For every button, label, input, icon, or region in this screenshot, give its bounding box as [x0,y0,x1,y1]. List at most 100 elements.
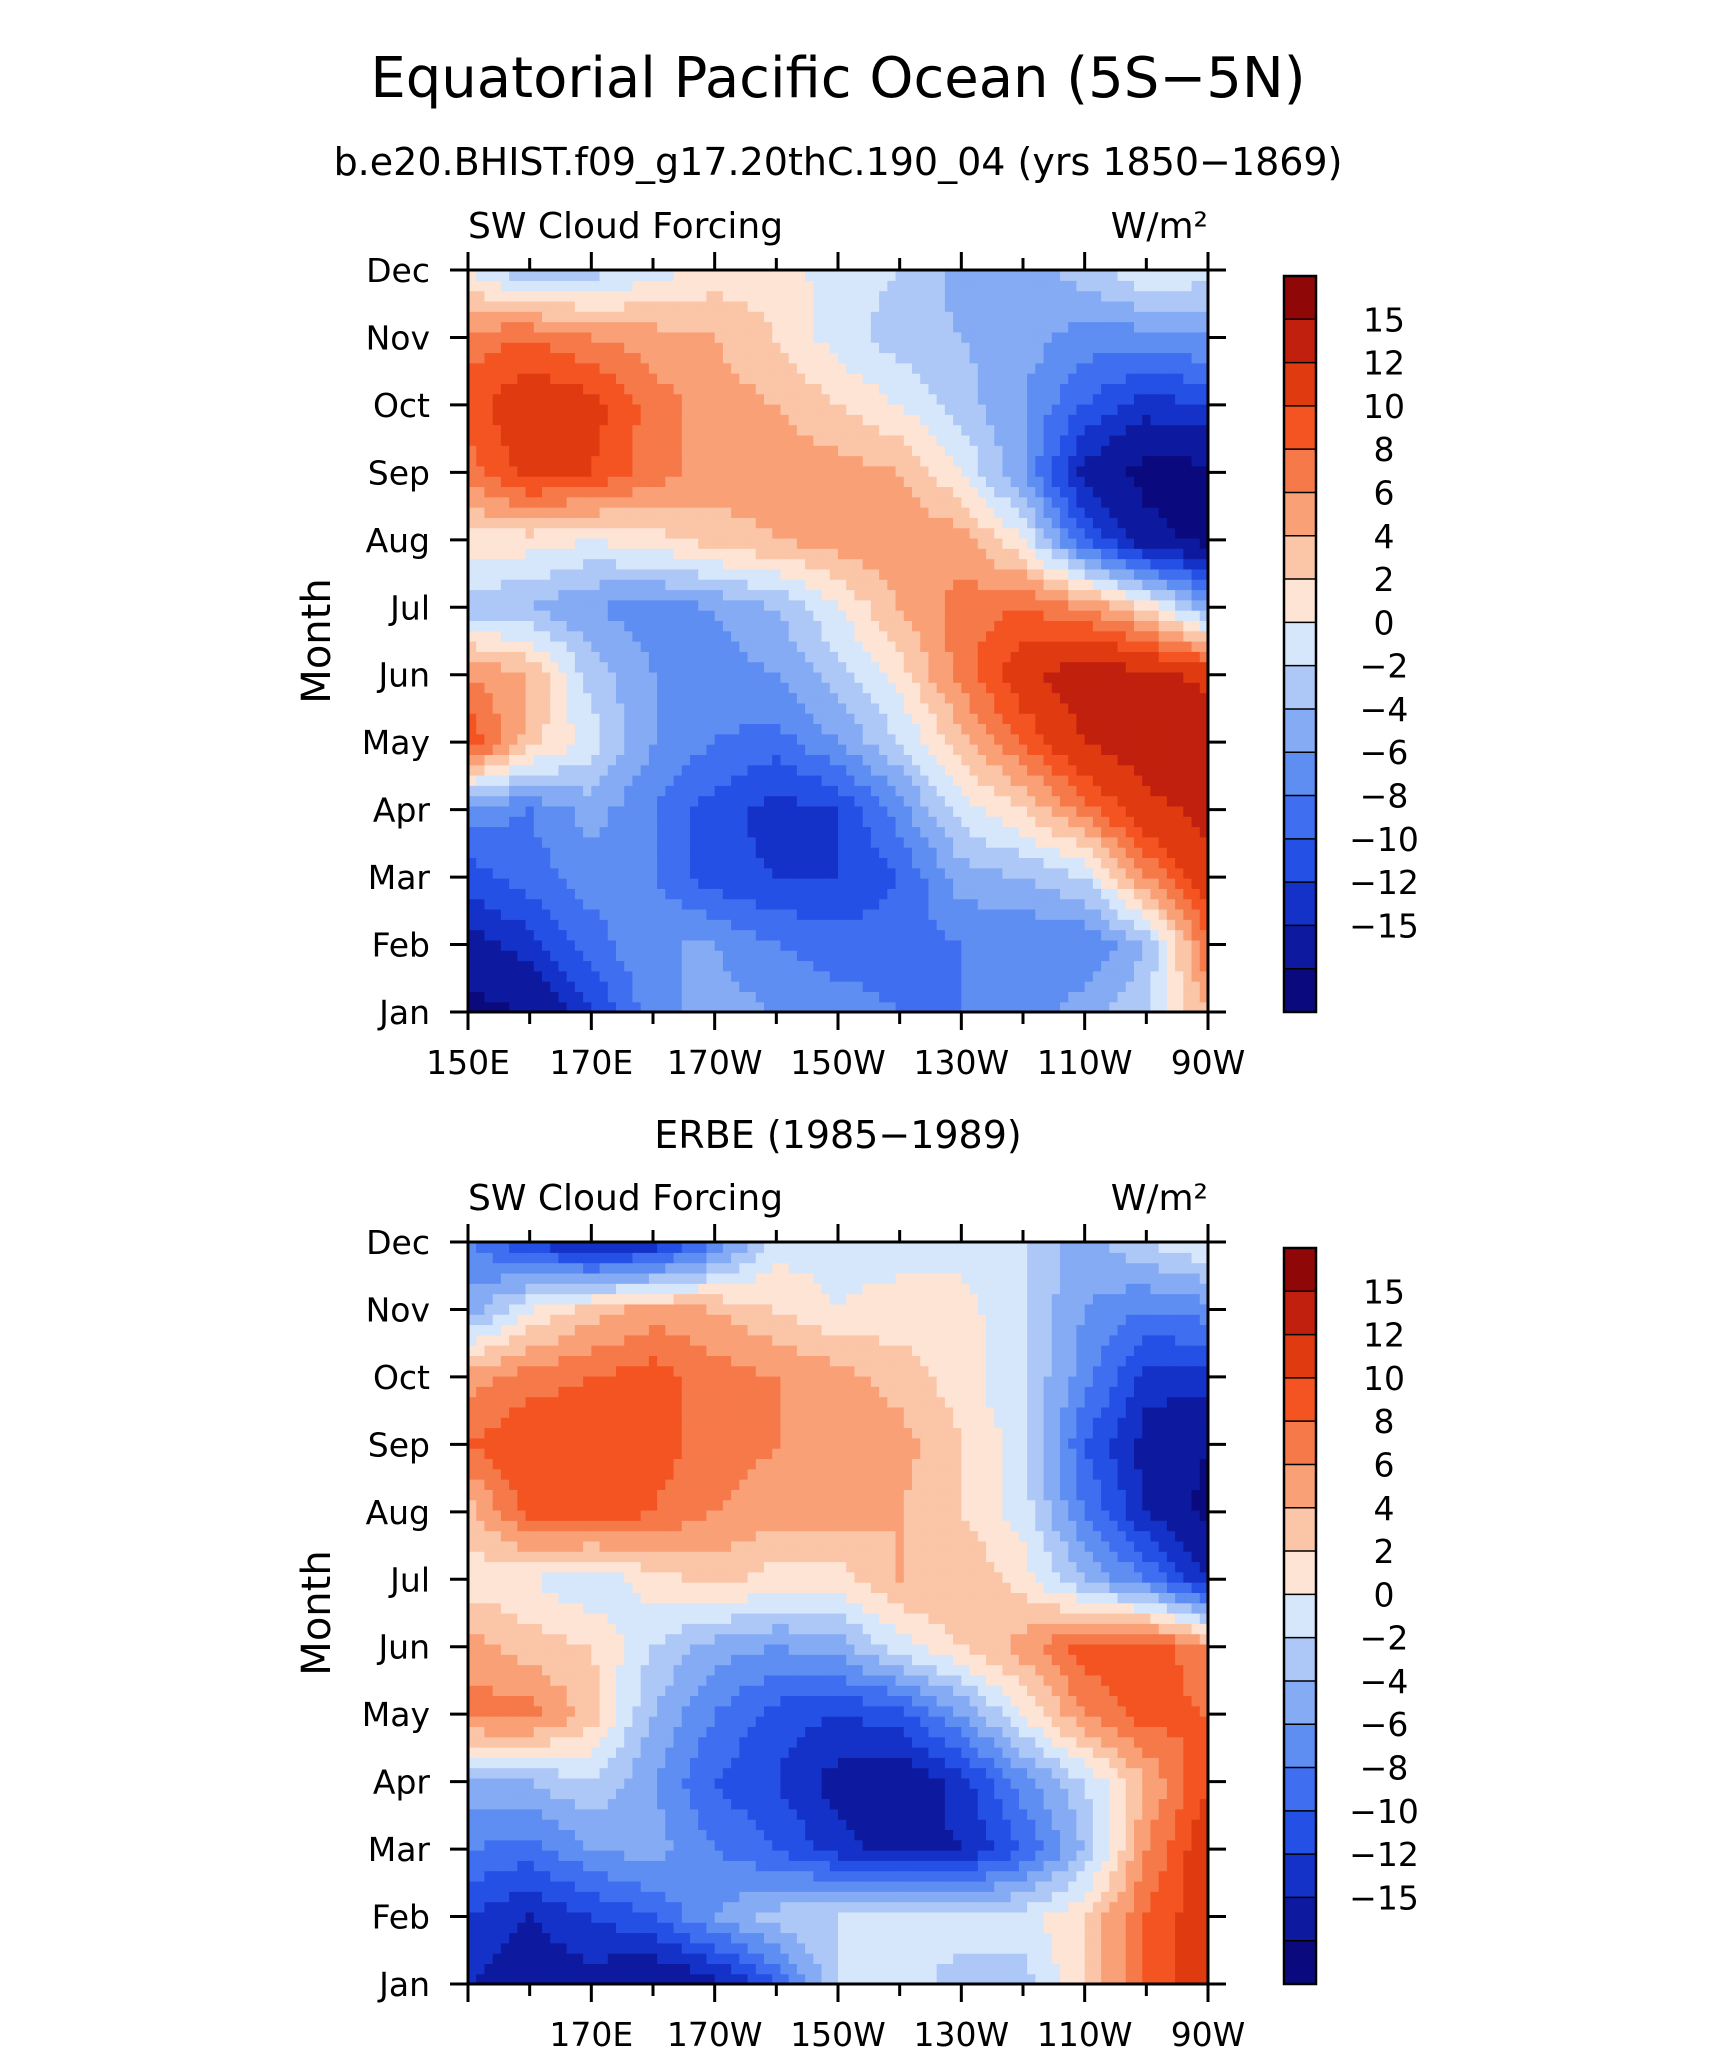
heatmap-cell [838,795,847,807]
heatmap-cell [1199,991,1209,1003]
heatmap-cell [796,496,806,508]
heatmap-cell [1117,702,1127,714]
heatmap-cell [533,950,543,962]
heatmap-cell [862,733,872,745]
heatmap-cell [1043,713,1053,725]
heatmap-cell [1109,682,1119,694]
heatmap-cell [821,630,831,642]
heatmap-cell [854,517,864,529]
heatmap-cell [673,950,683,962]
heatmap-cell [673,1001,683,1013]
heatmap-cell [870,774,880,786]
heatmap-cell [747,692,757,704]
heatmap-cell [1150,465,1160,477]
heatmap-cell [1158,816,1168,828]
heatmap-cell [944,744,954,755]
heatmap-cell [1043,630,1053,642]
heatmap-cell [821,970,831,982]
heatmap-cell [533,548,543,560]
heatmap-cell [517,620,527,632]
heatmap-cell [1175,558,1184,570]
heatmap-cell [829,692,839,704]
heatmap-cell [673,878,683,889]
heatmap-cell [838,805,847,817]
heatmap-cell [648,836,658,848]
heatmap-cell [936,888,946,900]
heatmap-cell [895,671,905,683]
heatmap-cell [640,878,650,889]
heatmap-cell [1175,465,1184,477]
heatmap-cell [1117,939,1127,951]
heatmap-cell [492,733,502,745]
heatmap-cell [690,816,699,828]
heatmap-cell [714,888,724,900]
heatmap-cell [903,682,913,694]
heatmap-cell [879,939,888,951]
heatmap-cell [986,919,995,931]
heatmap-cell [994,950,1004,962]
heatmap-cell [1051,702,1061,714]
heatmap-cell [895,661,905,673]
heatmap-cell [558,878,568,889]
heatmap-cell [1183,599,1193,611]
heatmap-cell [796,455,806,467]
heatmap-cell [648,517,658,529]
heatmap-cell [500,929,510,941]
heatmap-cell [829,507,839,518]
heatmap-cell [1125,599,1135,611]
heatmap-cell [1060,898,1069,910]
heatmap-cell [1158,774,1168,786]
heatmap-cell [813,599,823,611]
heatmap-cell [476,919,486,931]
heatmap-cell [681,527,691,539]
heatmap-cell [657,558,666,570]
heatmap-cell [1010,888,1020,900]
heatmap-cell [607,579,617,591]
heatmap-cell [977,908,987,920]
heatmap-cell [1191,445,1201,457]
heatmap-cell [829,589,839,601]
heatmap-cell [813,888,823,900]
heatmap-cell [870,661,880,673]
heatmap-cell [665,651,675,663]
heatmap-cell [739,620,749,632]
heatmap-cell [903,857,913,869]
heatmap-cell [1109,537,1119,549]
heatmap-cell [1018,805,1028,817]
heatmap-cell [846,764,856,776]
heatmap-cell [1060,826,1069,838]
heatmap-cell [550,630,560,642]
heatmap-cell [829,702,839,714]
heatmap-cell [788,630,798,642]
heatmap-cell [476,898,486,910]
heatmap-cell [566,888,576,900]
heatmap-cell [468,434,477,446]
heatmap-cell [895,723,905,735]
heatmap-cell [895,805,905,817]
heatmap-cell [788,651,798,663]
heatmap-cell [928,867,938,879]
heatmap-cell [706,981,716,992]
heatmap-cell [492,599,502,611]
heatmap-cell [920,651,930,663]
heatmap-cell [558,867,568,879]
heatmap-cell [1158,445,1168,457]
heatmap-cell [714,970,724,982]
heatmap-cell [879,537,888,549]
heatmap-cell [953,723,962,735]
heatmap-cell [648,486,658,498]
heatmap-cell [607,445,617,457]
heatmap-cell [632,754,642,766]
heatmap-cell [665,816,675,828]
heatmap-cell [838,682,847,694]
heatmap-cell [533,785,543,797]
heatmap-cell [476,558,486,570]
heatmap-cell [1117,960,1127,972]
heatmap-cell [862,723,872,735]
heatmap-cell [1092,651,1102,663]
heatmap-cell [591,795,601,807]
heatmap-cell [1191,713,1201,725]
heatmap-cell [1018,548,1028,560]
heatmap-cell [607,517,617,529]
heatmap-cell [739,898,749,910]
